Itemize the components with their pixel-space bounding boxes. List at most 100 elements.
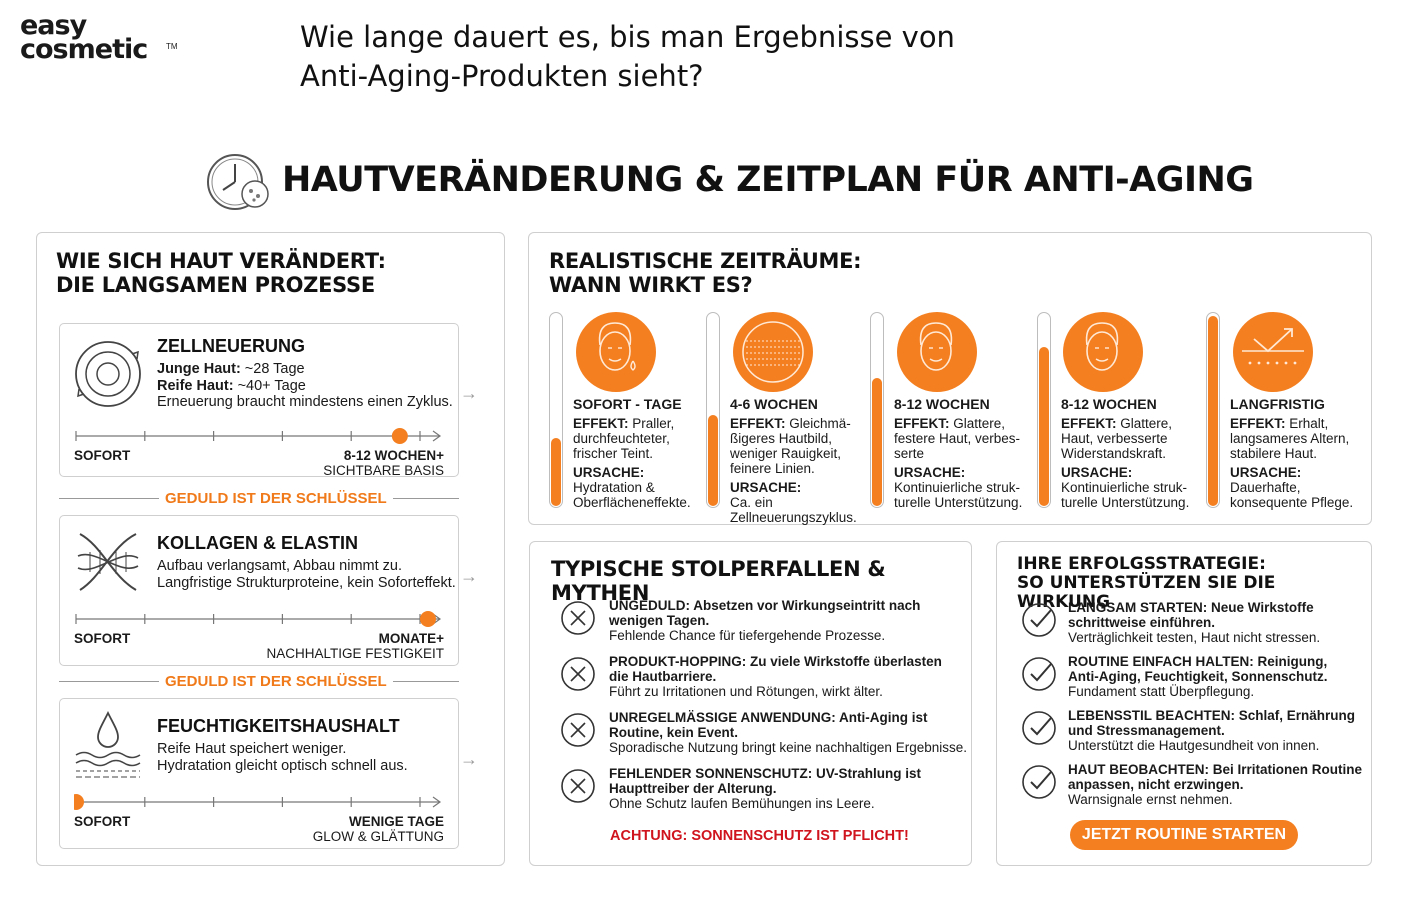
panel-title: REALISTISCHE ZEITRÄUME: WANN WIRKT ES? <box>549 249 862 297</box>
moisture-card: FEUCHTIGKEITSHAUSHALT Reife Haut speiche… <box>59 698 459 849</box>
progress-fill <box>551 438 561 506</box>
pitfall-item: UNREGELMÄSSIGE ANWENDUNG: Anti-Aging ist… <box>609 710 967 755</box>
progress-timeline <box>74 794 442 810</box>
panel-title: IHRE ERFOLGSSTRATEGIE: SO UNTERSTÜTZEN S… <box>1017 554 1276 612</box>
cause-line: Hydratation & <box>573 480 655 495</box>
collagen-card: KOLLAGEN & ELASTIN Aufbau verlangsamt, A… <box>59 515 459 666</box>
cause-line: turelle Unterstützung. <box>1061 495 1190 510</box>
main-title: HAUTVERÄNDERUNG & ZEITPLAN FÜR ANTI-AGIN… <box>282 160 1254 200</box>
clock-skin-icon <box>207 154 269 210</box>
start-routine-button[interactable]: JETZT ROUTINE STARTEN <box>1070 820 1298 850</box>
card-text: Junge Haut: ~28 Tage Reife Haut: ~40+ Ta… <box>157 361 453 410</box>
strategy-item: LANGSAM STARTEN: Neue Wirkstoffe schrittw… <box>1068 600 1321 645</box>
brand-logo: easy cosmetic TM <box>20 10 178 65</box>
timeframe-heading: 8-12 WOCHEN <box>894 396 990 412</box>
effect-line: durchfeuchteter, <box>573 431 670 446</box>
timeframe-heading: LANGFRISTIG <box>1230 396 1325 412</box>
progress-fill <box>872 377 882 506</box>
effect-line: ßigeres Hautbild, <box>730 431 833 446</box>
cause-label: URSACHE: <box>730 480 802 495</box>
effect-line: festere Haut, verbes- <box>894 431 1021 446</box>
pitfall-item: UNGEDULD: Absetzen vor Wirkungseintritt … <box>609 598 921 643</box>
progress-timeline <box>75 428 442 444</box>
cell-cycle-icon <box>75 341 141 407</box>
effect-line: serte <box>894 446 925 461</box>
progress-fill <box>708 414 718 506</box>
strategy-item: ROUTINE EINFACH HALTEN: Reinigung, Anti-A… <box>1068 654 1328 699</box>
timeline-start-label: SOFORT <box>74 448 131 463</box>
timeline-end-label: WENIGE TAGE GLOW & GLÄTTUNG <box>312 814 444 844</box>
timeframes-panel: REALISTISCHE ZEITRÄUME: WANN WIRKT ES? S… <box>528 232 1372 525</box>
cause-line: Kontinuierliche struk- <box>894 480 1021 495</box>
face-firm-icon <box>1063 312 1143 392</box>
effect-line: feinere Linien. <box>730 461 815 476</box>
skin-barrier-icon <box>1233 312 1313 392</box>
effect-label: EFFEKT: <box>894 416 950 431</box>
progress-bar <box>706 312 720 508</box>
progress-bar <box>549 312 563 508</box>
skin-processes-panel: WIE SICH HAUT VERÄNDERT: DIE LANGSAMEN P… <box>36 232 505 866</box>
pitfall-item: FEHLENDER SONNENSCHUTZ: UV-Strahlung ist… <box>609 766 922 811</box>
card-text: Reife Haut speichert weniger. Hydratatio… <box>157 741 408 774</box>
timeframe-column: 8-12 WOCHEN EFFEKT: Glattere, festere Haut… <box>894 396 1044 511</box>
strategy-item: HAUT BEOBACHTEN: Bei Irritationen Routin… <box>1068 762 1363 807</box>
cell-renewal-card: ZELLNEUERUNG Junge Haut: ~28 Tage Reife … <box>59 323 459 478</box>
arrow-right-icon: → <box>460 566 478 586</box>
dna-strand-icon <box>77 533 139 591</box>
strategy-panel: IHRE ERFOLGSSTRATEGIE: SO UNTERSTÜTZEN S… <box>996 541 1372 866</box>
progress-timeline <box>75 611 442 627</box>
panel-title: WIE SICH HAUT VERÄNDERT: DIE LANGSAMEN P… <box>56 249 386 297</box>
cause-line: Zellneuerungszyklus. <box>730 510 857 525</box>
cause-line: Oberflächeneffekte. <box>573 495 691 510</box>
sunscreen-warning: ACHTUNG: SONNENSCHUTZ IST PFLICHT! <box>610 828 909 844</box>
progress-fill <box>1208 315 1218 506</box>
panel-title: TYPISCHE STOLPERFALLEN & MYTHEN <box>551 557 886 605</box>
card-title: ZELLNEUERUNG <box>157 336 305 356</box>
checkmark-circle-icon <box>1022 711 1056 745</box>
effect-line: Widerstandskraft. <box>1061 446 1167 461</box>
x-circle-icon <box>561 769 595 803</box>
checkmark-circle-icon <box>1022 765 1056 799</box>
arrow-right-icon: → <box>460 749 478 769</box>
cause-line: Kontinuierliche struk- <box>1061 480 1188 495</box>
patience-divider-label: GEDULD IST DER SCHLÜSSEL <box>159 490 393 507</box>
effect-line: Haut, verbesserte <box>1061 431 1168 446</box>
timeline-end-label: 8-12 WOCHEN+ SICHTBARE BASIS <box>323 448 444 478</box>
cause-line: turelle Unterstützung. <box>894 495 1023 510</box>
checkmark-circle-icon <box>1022 657 1056 691</box>
timeline-marker <box>391 428 408 444</box>
pitfalls-panel: TYPISCHE STOLPERFALLEN & MYTHEN UNGEDULD… <box>529 541 972 866</box>
cause-line: Dauerhafte, <box>1230 480 1301 495</box>
effect-line: EFFEKT: Praller, <box>573 416 675 431</box>
question-heading: Wie lange dauert es, bis man Ergebnisse … <box>300 20 955 93</box>
timeline-marker <box>74 794 84 810</box>
effect-line: frischer Teint. <box>573 446 654 461</box>
cause-line: konsequente Pflege. <box>1230 495 1354 510</box>
timeframe-heading: 4-6 WOCHEN <box>730 396 818 412</box>
pitfall-item: PRODUKT-HOPPING: Zu viele Wirkstoffe übe… <box>609 654 942 699</box>
effect-line: EFFEKT: Glattere, <box>1061 416 1173 431</box>
card-title: KOLLAGEN & ELASTIN <box>157 533 358 553</box>
x-circle-icon <box>561 601 595 635</box>
progress-bar <box>1206 312 1220 508</box>
checkmark-circle-icon <box>1022 603 1056 637</box>
effect-line: EFFEKT: Glattere, <box>894 416 1006 431</box>
cause-label: URSACHE: <box>1061 465 1133 480</box>
timeframe-column: SOFORT - TAGE EFFEKT: Praller, durchfeucht… <box>573 396 723 511</box>
effect-label: EFFEKT: <box>1061 416 1117 431</box>
effect-line: langsameres Altern, <box>1230 431 1350 446</box>
effect-label: EFFEKT: <box>730 416 786 431</box>
timeframe-heading: SOFORT - TAGE <box>573 396 682 412</box>
timeline-marker <box>420 611 436 627</box>
timeframe-heading: 8-12 WOCHEN <box>1061 396 1157 412</box>
card-text: Aufbau verlangsamt, Abbau nimmt zu. Lang… <box>157 558 456 591</box>
face-lines-icon <box>897 312 977 392</box>
effect-line: EFFEKT: Gleichmä- <box>730 416 851 431</box>
x-circle-icon <box>561 713 595 747</box>
timeframe-column: LANGFRISTIG EFFEKT: Erhalt, langsameres Al… <box>1230 396 1380 511</box>
strategy-item: LEBENSSTIL BEACHTEN: Schlaf, Ernährung un… <box>1068 708 1356 753</box>
effect-line: stabilere Haut. <box>1230 446 1318 461</box>
timeframe-column: 4-6 WOCHEN EFFEKT: Gleichmä-ßigeres Hautb… <box>730 396 880 526</box>
effect-line: EFFEKT: Erhalt, <box>1230 416 1329 431</box>
face-drop-icon <box>576 312 656 392</box>
